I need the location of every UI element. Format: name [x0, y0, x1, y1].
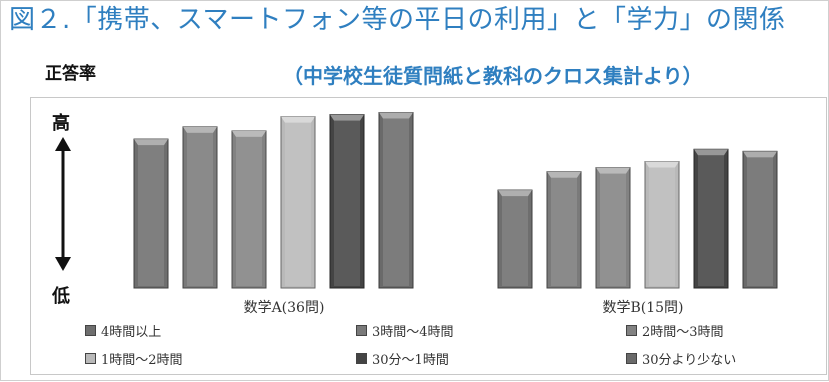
bar-inner — [502, 196, 528, 286]
legend-item: 3時間～4時間 — [356, 321, 454, 340]
bar — [644, 161, 680, 289]
bar-cap — [498, 190, 532, 197]
group-label-math-b: 数学B(15問) — [602, 300, 684, 316]
bar-cap — [183, 126, 217, 133]
chart-title: 図２.「携帯、スマートフォン等の平日の利用」と「学力」の関係 — [9, 5, 786, 35]
bar — [497, 189, 533, 289]
bar-cap — [232, 130, 266, 137]
bar — [133, 138, 169, 289]
legend-swatch — [356, 353, 367, 364]
legend-swatch — [356, 325, 367, 336]
bar-cap — [281, 116, 315, 123]
bar-cap — [134, 139, 168, 146]
bar-inner — [187, 132, 213, 286]
legend-swatch — [85, 353, 96, 364]
legend-item: 2時間～3時間 — [626, 321, 724, 340]
y-low-label: 低 — [52, 286, 70, 307]
legend-label: 30分～1時間 — [372, 353, 449, 368]
legend-label: 2時間～3時間 — [642, 325, 724, 340]
bar — [546, 171, 582, 289]
bar — [329, 114, 365, 289]
legend-swatch — [626, 325, 637, 336]
bar-inner — [600, 173, 626, 286]
y-high-label: 高 — [52, 113, 70, 134]
bar-cap — [596, 167, 630, 174]
bar-cap — [379, 112, 413, 119]
bar — [742, 150, 778, 289]
bar-inner — [649, 167, 675, 286]
y-axis-label: 正答率 — [45, 64, 96, 84]
bar-inner — [334, 120, 360, 286]
bar — [378, 112, 414, 289]
bar-inner — [551, 177, 577, 286]
bar-inner — [285, 122, 311, 286]
legend-item: 30分～1時間 — [356, 349, 449, 368]
group-label-math-a: 数学A(36問) — [243, 300, 325, 316]
double-arrow-icon — [55, 137, 71, 271]
bar-cap — [547, 171, 581, 178]
bar-inner — [747, 157, 773, 286]
chart-subtitle: （中学校生徒質問紙と教科のクロス集計より） — [283, 64, 703, 88]
bar — [280, 116, 316, 289]
legend-label: 1時間～2時間 — [101, 353, 183, 368]
bar — [693, 148, 729, 289]
legend-item: 30分より少ない — [626, 349, 736, 368]
legend-swatch — [85, 325, 96, 336]
legend-item: 4時間以上 — [85, 321, 161, 340]
legend-swatch — [626, 353, 637, 364]
bar — [231, 130, 267, 289]
bar-cap — [743, 151, 777, 158]
bar-inner — [698, 155, 724, 286]
bar-cap — [694, 149, 728, 156]
legend-item: 1時間～2時間 — [85, 349, 183, 368]
bar — [182, 126, 218, 289]
bar-inner — [383, 118, 409, 286]
legend-label: 4時間以上 — [101, 325, 162, 340]
bar-cap — [330, 114, 364, 121]
bar-cap — [645, 161, 679, 168]
legend-label: 3時間～4時間 — [372, 325, 454, 340]
bar-inner — [138, 145, 164, 286]
legend-label: 30分より少ない — [642, 353, 737, 368]
bar-inner — [236, 136, 262, 286]
bar — [595, 167, 631, 289]
